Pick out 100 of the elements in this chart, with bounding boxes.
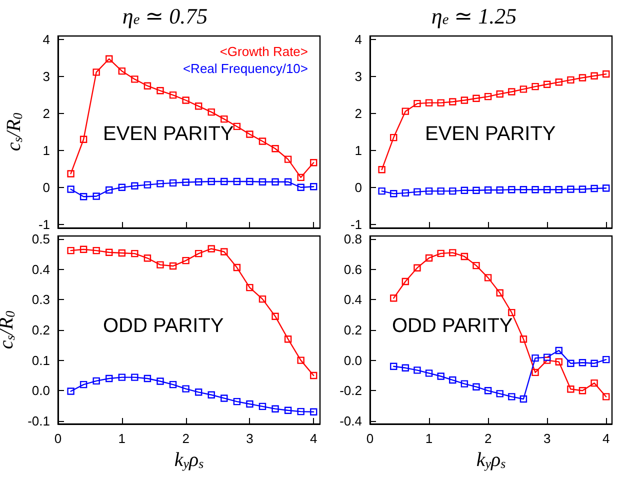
point (106, 374, 113, 382)
point (220, 115, 228, 123)
point (578, 74, 586, 82)
point (578, 186, 586, 193)
point (590, 379, 598, 387)
point (284, 156, 292, 163)
point (496, 289, 504, 296)
x-tick-label: 2 (182, 431, 190, 446)
y-tick-label: 0.0 (32, 383, 50, 398)
point (425, 370, 433, 377)
chart-title: ηe ≃ 0.75 (122, 4, 208, 28)
point (220, 248, 228, 256)
point (543, 186, 551, 194)
point (80, 193, 88, 200)
point (449, 187, 456, 195)
y-tick-label: 0.0 (344, 352, 362, 368)
point (543, 80, 551, 88)
point (92, 192, 100, 200)
annotation: EVEN PARITY (103, 123, 234, 145)
point (233, 122, 241, 130)
point (472, 383, 480, 390)
point (414, 188, 421, 196)
point (532, 82, 539, 90)
text: <Real Frequency/10> (182, 61, 308, 76)
point (194, 178, 202, 186)
y-tick-label: 0.4 (344, 292, 362, 308)
y-tick-label: 0.1 (32, 352, 50, 368)
y-tick-label: 0.5 (32, 232, 50, 247)
point (460, 186, 468, 194)
point (297, 408, 304, 416)
point (310, 408, 318, 416)
point (106, 248, 113, 256)
point (449, 376, 456, 384)
point (390, 190, 398, 198)
point (425, 254, 433, 262)
point (449, 249, 456, 256)
point (520, 186, 528, 194)
point (310, 183, 318, 190)
point (258, 138, 266, 145)
point (233, 264, 241, 272)
point (543, 356, 551, 364)
point (284, 335, 292, 343)
point (156, 180, 164, 188)
y-tick-label: -1 (38, 216, 50, 232)
y-tick-label: 0.3 (32, 292, 50, 308)
point (131, 250, 138, 258)
y-tick-label: -1 (350, 216, 362, 232)
point (156, 261, 164, 268)
y-tick-label: 0.6 (344, 262, 362, 277)
point (233, 178, 241, 186)
point (402, 364, 410, 372)
point (194, 102, 202, 110)
x-axis-title: kyρs (476, 448, 506, 471)
point (67, 388, 74, 395)
x-tick-label: 0 (54, 431, 62, 446)
point (208, 391, 215, 398)
point (460, 252, 468, 260)
point (555, 78, 562, 86)
point (233, 398, 241, 406)
point (555, 358, 562, 366)
y-axis-title: cs/R0 (3, 112, 25, 152)
point (182, 256, 190, 264)
point (220, 394, 228, 402)
x-tick-label: 1 (118, 431, 126, 446)
point (118, 249, 126, 257)
point (437, 250, 444, 258)
point (472, 186, 480, 194)
point (508, 88, 516, 96)
point (106, 186, 113, 194)
point (555, 346, 562, 354)
y-tick-label: 0 (354, 180, 362, 195)
point (310, 159, 318, 166)
point (297, 356, 304, 364)
y-tick-label: 0 (42, 180, 50, 195)
point (484, 186, 492, 194)
point (182, 96, 190, 104)
y-tick-label: 3 (42, 69, 50, 84)
point (246, 178, 254, 186)
y-tick-label: -0.2 (340, 383, 362, 398)
point (390, 294, 398, 302)
point (169, 380, 177, 388)
point (602, 184, 610, 192)
point (67, 246, 74, 254)
point (258, 178, 266, 186)
point (484, 387, 492, 394)
point (460, 96, 468, 104)
point (508, 186, 516, 194)
point (80, 136, 88, 143)
point (258, 295, 266, 303)
point (496, 186, 504, 194)
point (414, 366, 421, 374)
y-tick-label: 0.2 (344, 322, 362, 338)
point (208, 108, 215, 116)
point (92, 377, 100, 385)
point (590, 184, 598, 192)
point (144, 254, 152, 262)
point (567, 186, 574, 193)
point (390, 134, 398, 142)
point (555, 186, 562, 194)
point (92, 246, 100, 254)
